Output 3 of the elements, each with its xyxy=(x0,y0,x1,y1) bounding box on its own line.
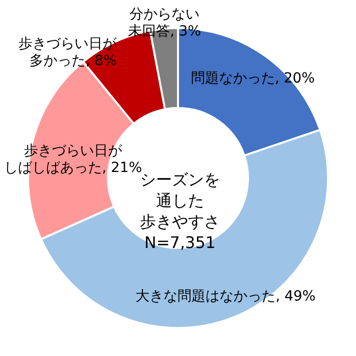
slice-label: 大きな問題はなかった, 49% xyxy=(136,288,316,304)
text: シーズンを通した歩きやすさN=7,351 xyxy=(140,170,220,252)
slice-label: 歩きづらい日がしばしばあった, 21% xyxy=(4,143,142,176)
